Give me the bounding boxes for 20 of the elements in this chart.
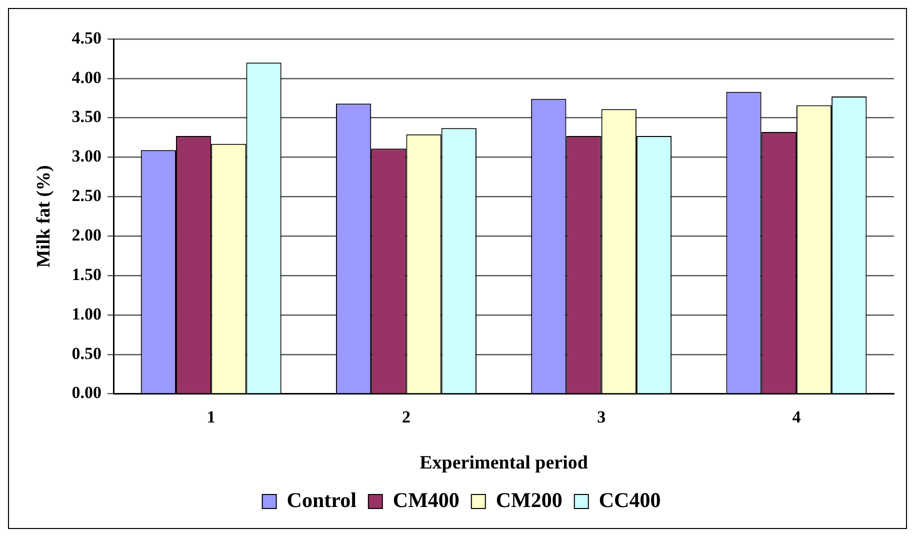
y-tick-label: 1.50 (72, 264, 102, 284)
y-tick-label: 0.50 (72, 344, 102, 363)
x-tick-label: 3 (597, 407, 606, 426)
legend-label: CC400 (598, 488, 661, 512)
y-tick-label: 3.50 (72, 107, 102, 126)
y-tick-label: 3.00 (72, 146, 102, 166)
x-tick-label: 2 (402, 407, 410, 426)
x-tick-label: 4 (792, 407, 802, 426)
y-tick-label: 2.00 (72, 226, 102, 244)
x-axis-title: Experimental period (420, 452, 588, 474)
x-tick-label: 1 (206, 407, 216, 426)
y-tick-label: 0.00 (72, 383, 102, 402)
y-tick-label: 2.50 (72, 186, 102, 206)
y-tick-label: 4.00 (72, 68, 102, 87)
legend-label: Control (286, 488, 357, 512)
y-tick-label: 1.00 (72, 304, 102, 324)
legend-label: CM200 (496, 488, 562, 512)
legend-label: CM400 (392, 488, 460, 512)
y-tick-label: 4.50 (72, 28, 102, 48)
y-axis-title: Milk fat (%) (33, 165, 54, 268)
